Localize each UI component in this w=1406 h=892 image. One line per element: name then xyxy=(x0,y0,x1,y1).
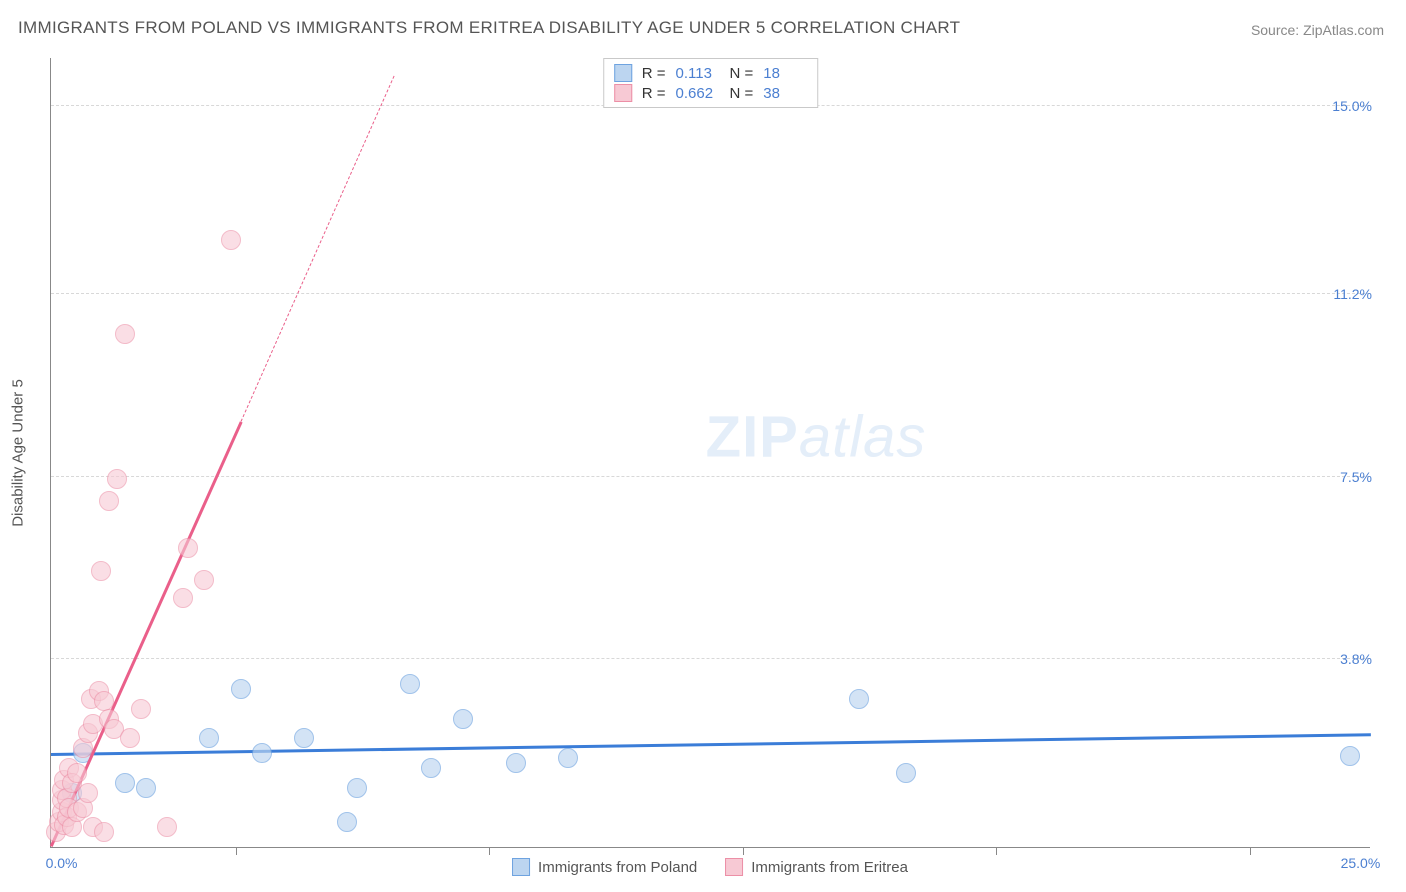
data-point xyxy=(421,758,441,778)
data-point xyxy=(115,773,135,793)
data-point xyxy=(91,561,111,581)
data-point xyxy=(136,778,156,798)
trend-line-dashed xyxy=(241,76,395,422)
stat-row: R = 0.662 N = 38 xyxy=(614,83,808,103)
data-point xyxy=(194,570,214,590)
watermark-bold: ZIP xyxy=(706,404,799,469)
data-point xyxy=(99,491,119,511)
gridline xyxy=(51,476,1370,477)
data-point xyxy=(231,679,251,699)
data-point xyxy=(221,230,241,250)
watermark-light: atlas xyxy=(799,404,927,469)
data-point xyxy=(400,674,420,694)
y-tick-label: 7.5% xyxy=(1340,469,1372,485)
data-point xyxy=(199,728,219,748)
chart-area: ZIPatlas R = 0.113 N = 18 R = 0.662 N = 38 3.8%… xyxy=(50,58,1370,848)
data-point xyxy=(120,728,140,748)
y-tick-label: 11.2% xyxy=(1333,286,1372,302)
data-point xyxy=(347,778,367,798)
data-point xyxy=(94,822,114,842)
legend-label: Immigrants from Poland xyxy=(538,859,697,876)
x-tick xyxy=(743,847,744,855)
data-point xyxy=(67,763,87,783)
correlation-stats-legend: R = 0.113 N = 18 R = 0.662 N = 38 xyxy=(603,58,819,108)
data-point xyxy=(1340,746,1360,766)
stat-r-value: 0.113 xyxy=(676,65,720,82)
data-point xyxy=(78,783,98,803)
stat-n-value: 18 xyxy=(763,65,807,82)
stat-r-value: 0.662 xyxy=(676,85,720,102)
data-point xyxy=(178,538,198,558)
stat-r-label: R = xyxy=(642,85,666,102)
series-legend: Immigrants from Poland Immigrants from Er… xyxy=(512,858,908,876)
y-axis-title: Disability Age Under 5 xyxy=(10,379,27,527)
data-point xyxy=(506,753,526,773)
data-point xyxy=(252,743,272,763)
data-point xyxy=(157,817,177,837)
x-tick xyxy=(489,847,490,855)
legend-item: Immigrants from Poland xyxy=(512,858,697,876)
x-tick xyxy=(236,847,237,855)
stat-n-label: N = xyxy=(730,85,754,102)
legend-swatch xyxy=(614,84,632,102)
watermark: ZIPatlas xyxy=(706,403,927,470)
x-tick xyxy=(1250,847,1251,855)
data-point xyxy=(453,709,473,729)
data-point xyxy=(294,728,314,748)
data-point xyxy=(173,588,193,608)
gridline xyxy=(51,658,1370,659)
plot-region: ZIPatlas R = 0.113 N = 18 R = 0.662 N = 38 3.8%… xyxy=(50,58,1370,848)
data-point xyxy=(107,469,127,489)
data-point xyxy=(337,812,357,832)
x-tick-label: 25.0% xyxy=(1341,855,1381,871)
stat-r-label: R = xyxy=(642,65,666,82)
stat-n-value: 38 xyxy=(763,85,807,102)
legend-swatch xyxy=(614,64,632,82)
legend-swatch xyxy=(725,858,743,876)
data-point xyxy=(131,699,151,719)
y-tick-label: 3.8% xyxy=(1340,651,1372,667)
x-tick-label: 0.0% xyxy=(46,855,78,871)
trend-line xyxy=(51,733,1371,755)
data-point xyxy=(558,748,578,768)
data-point xyxy=(849,689,869,709)
data-point xyxy=(115,324,135,344)
legend-label: Immigrants from Eritrea xyxy=(751,859,908,876)
y-tick-label: 15.0% xyxy=(1332,98,1372,114)
gridline xyxy=(51,293,1370,294)
legend-item: Immigrants from Eritrea xyxy=(725,858,908,876)
x-tick xyxy=(996,847,997,855)
legend-swatch xyxy=(512,858,530,876)
stat-row: R = 0.113 N = 18 xyxy=(614,63,808,83)
chart-title: IMMIGRANTS FROM POLAND VS IMMIGRANTS FRO… xyxy=(18,18,960,38)
data-point xyxy=(896,763,916,783)
source-attribution: Source: ZipAtlas.com xyxy=(1251,22,1384,38)
stat-n-label: N = xyxy=(730,65,754,82)
